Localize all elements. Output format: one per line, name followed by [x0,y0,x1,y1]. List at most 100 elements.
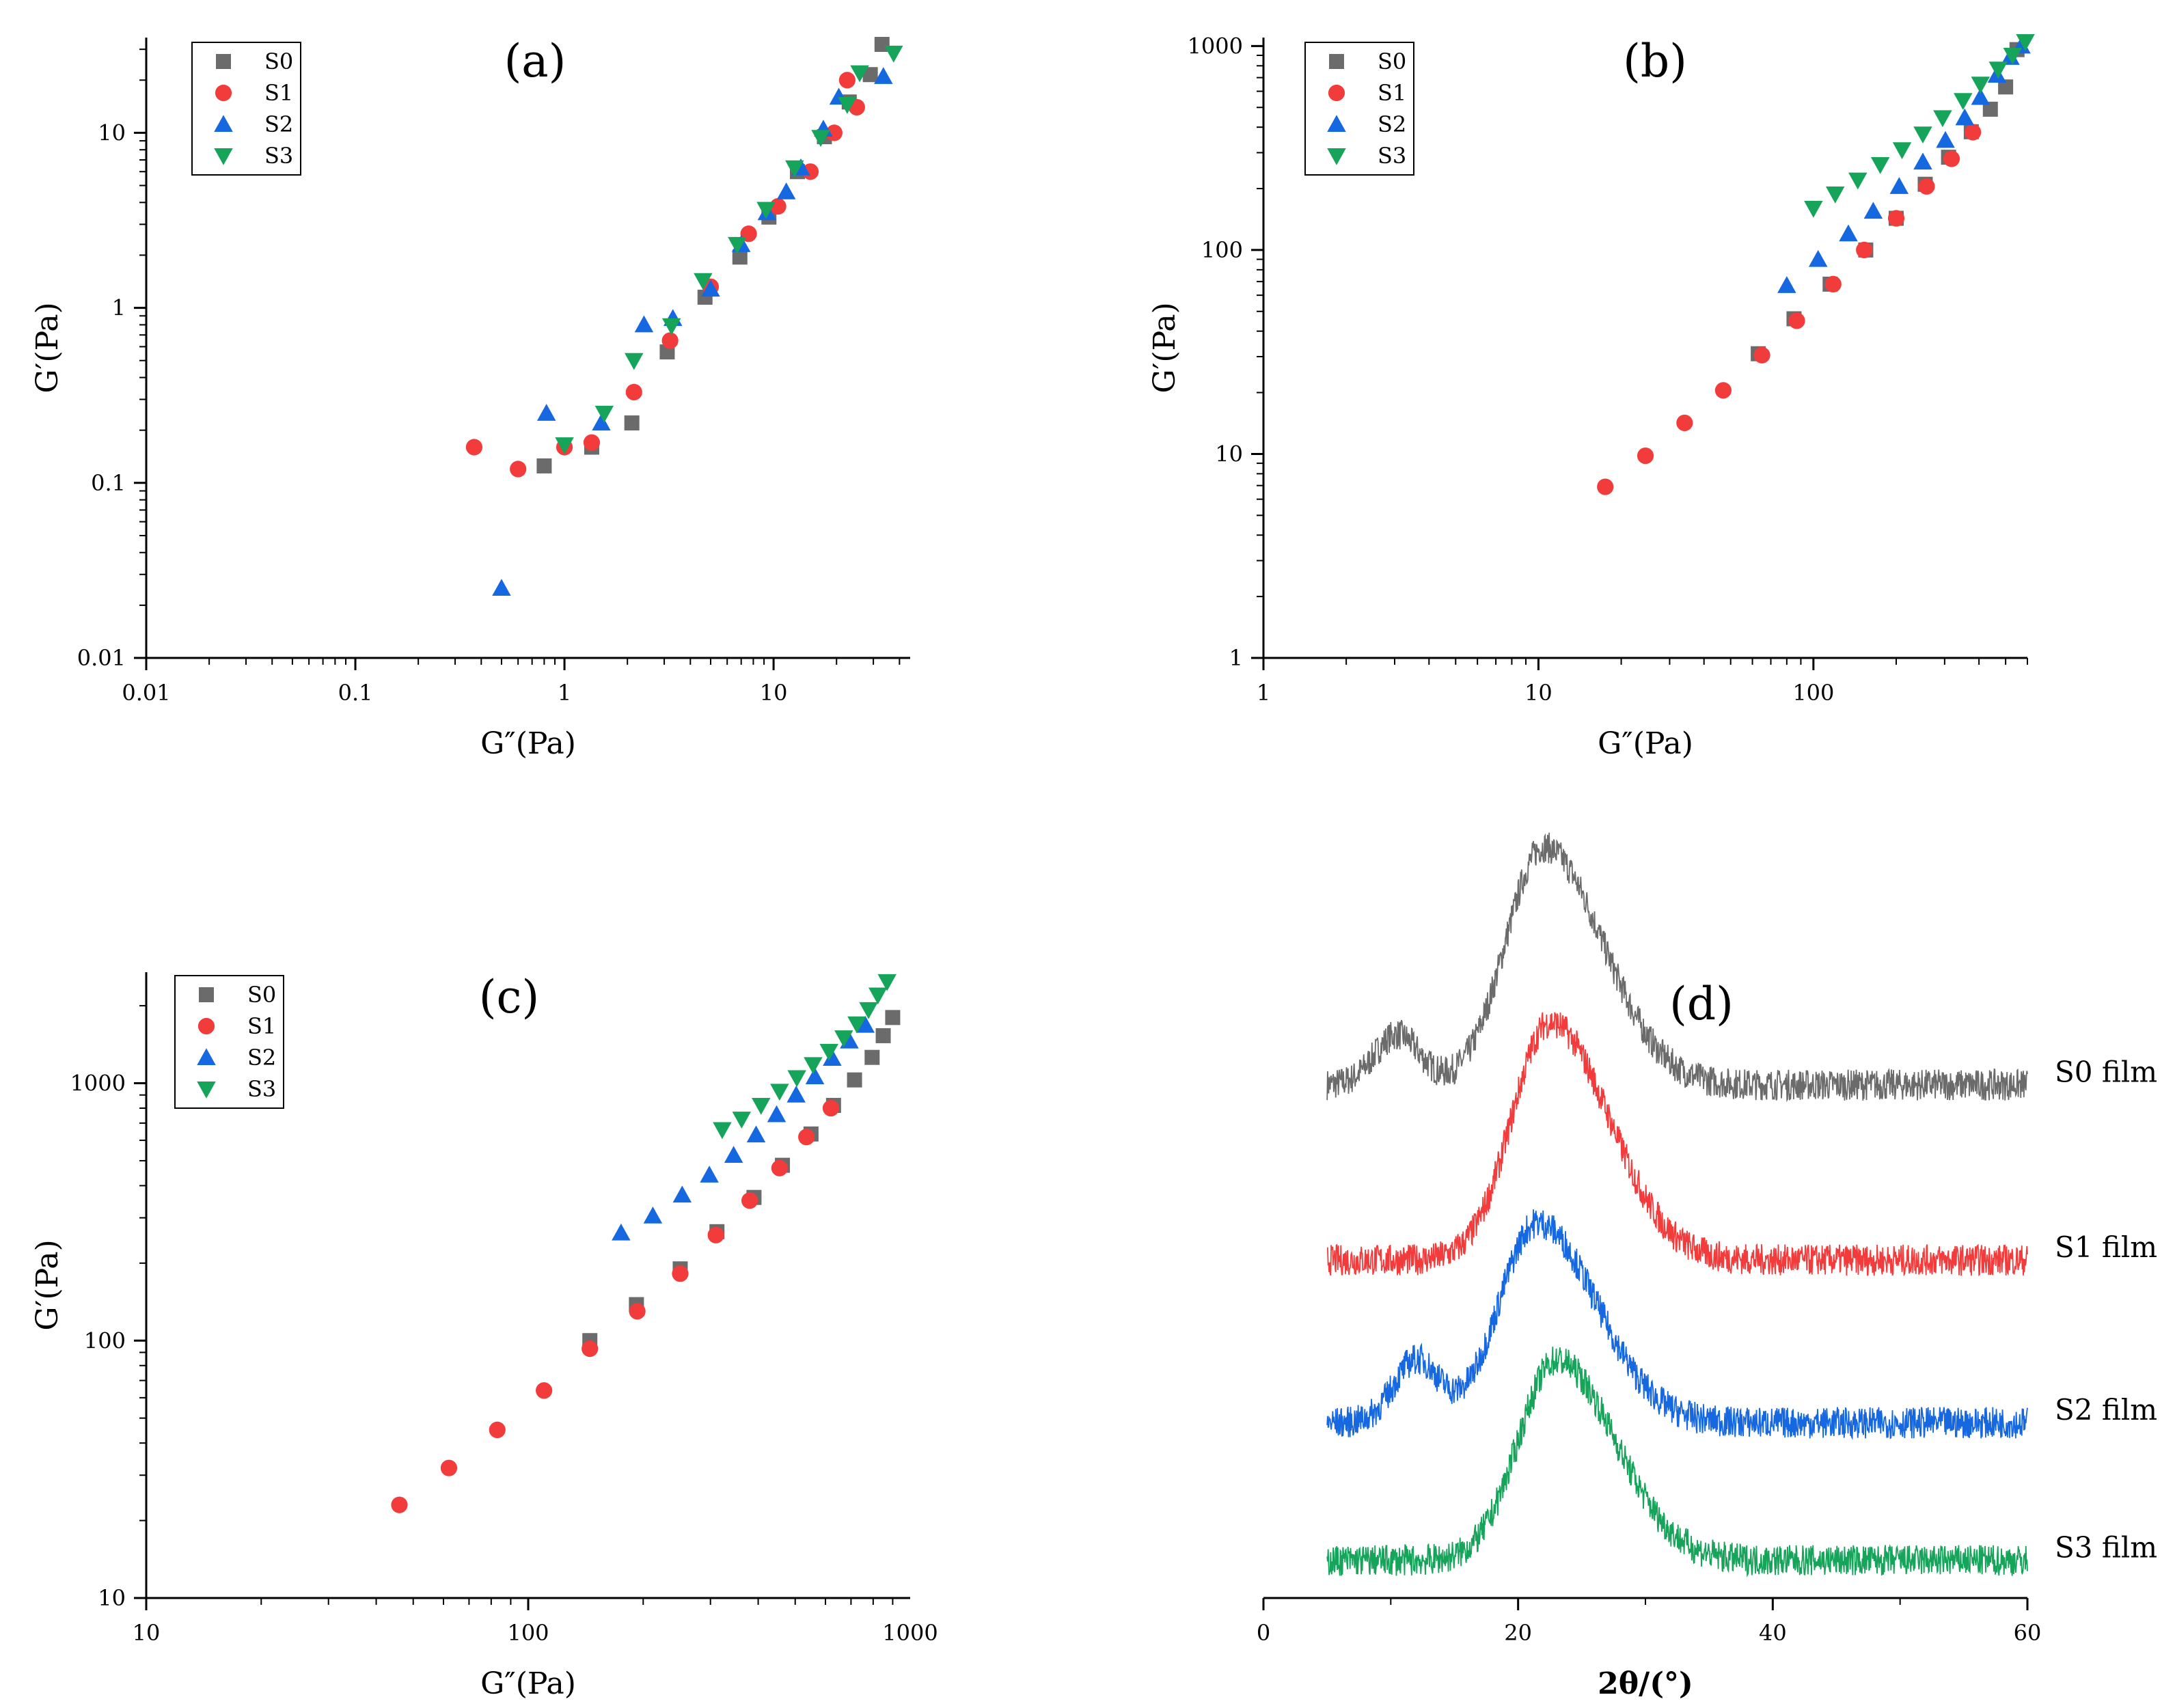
data-point [1676,414,1693,432]
data-point [875,1028,891,1043]
legend-label: S1 [1378,80,1406,106]
data-point [1988,61,2008,79]
panel-a-chart: 0.01 0.1 1 100.010.1110G″(Pa)G′(Pa)(a)S0S1S… [30,35,910,761]
legend-label: S0 [247,982,276,1008]
data-point [1982,101,1998,117]
panel-label: (a) [504,35,566,87]
legend: S0 S1 S2 S3 [1304,42,1414,176]
legend-label: S0 [1378,49,1406,74]
data-point [804,1057,823,1075]
data-point [625,383,642,401]
x-tick-label: 1000 [882,1620,938,1646]
panel-label: (d) [1669,978,1734,1030]
data-point [1954,93,1973,111]
x-tick-label: 0.01 [122,680,170,706]
data-point [732,249,748,265]
y-tick-label: 100 [84,1327,126,1353]
data-point [634,315,654,333]
data-point [798,1129,815,1146]
legend-marker [214,148,233,165]
data-point [1892,142,1912,159]
x-tick-label: 1 [1257,680,1270,706]
legend: S0 S1 S2 S3 [191,42,301,176]
data-point [510,460,527,478]
data-point [391,1496,408,1513]
data-point [672,1185,692,1203]
x-axis-label: G″(Pa) [480,1666,576,1701]
legend-marker [1327,115,1346,132]
legend: S0 S1 S2 S3 [174,975,284,1109]
data-point [864,1049,880,1065]
data-point [1887,210,1905,227]
legend-marker [216,54,231,69]
data-point [825,124,843,141]
data-point [536,404,556,421]
x-tick-label: 10 [1524,680,1552,706]
data-point [1918,178,1935,195]
x-tick-label: 60 [2014,1620,2042,1646]
legend-label: S0 [264,49,293,74]
data-point [612,1223,631,1241]
x-tick-label: 100 [1792,680,1834,706]
series-s1 [391,1099,840,1513]
x-tick-label: 20 [1504,1620,1532,1646]
y-tick-label: 10 [98,120,126,146]
series-s0 [582,1010,901,1349]
data-point [767,1105,786,1122]
x-tick-label: 1 [558,680,571,706]
series-label: S1 film [2055,1230,2157,1264]
legend-label: S2 [1378,111,1406,137]
data-point [1824,275,1842,293]
legend-label: S1 [264,80,293,106]
legend-marker [215,84,232,102]
data-point [786,1086,806,1103]
x-tick-label: 10 [133,1620,161,1646]
y-tick-label: 0.01 [77,645,126,671]
legend-marker [199,987,214,1002]
data-point [1913,126,1932,144]
data-point [1848,172,1868,190]
data-point [862,67,878,83]
data-point [1825,187,1845,204]
data-point [582,1340,599,1358]
data-point [802,163,819,180]
data-point [838,72,856,89]
series-label: S2 film [2055,1393,2157,1427]
data-point [728,236,747,254]
legend-marker [214,115,233,132]
data-point [2003,48,2023,65]
data-point [1933,110,1952,128]
data-point [625,353,644,370]
panel-d-chart: 0 20 40 60 2θ/(°) (d) S0 film S1 film S2 film S3 … [1257,832,2157,1701]
data-point [661,318,681,335]
data-point [555,437,574,454]
data-point [771,1159,788,1176]
data-point [884,45,903,63]
data-point [868,987,888,1005]
data-point [834,1030,853,1047]
data-point [805,1067,825,1084]
x-tick-label: 0.1 [338,680,373,706]
xrd-pattern-s3 [1326,1347,2028,1578]
legend-box [191,42,301,176]
data-point [838,97,857,114]
x-tick-label: 0 [1257,1620,1270,1646]
data-point [672,1265,689,1282]
data-point [1913,152,1932,170]
data-point [1808,249,1828,267]
data-point [594,405,614,423]
data-point [847,1072,862,1088]
data-point [787,1070,806,1088]
panel-b-chart: 1 10 100 1 10 100 1000 G″(Pa) G′(Pa) (b) S0 S1 S2 S3 [1147,33,2035,761]
data-point [1839,224,1858,242]
data-point [1863,202,1883,219]
data-point [700,1166,719,1183]
y-tick-label: 10 [1215,441,1243,467]
y-axis-label: G′(Pa) [30,1239,65,1330]
data-point [1637,447,1654,465]
data-point [1856,241,1873,259]
data-point [492,579,511,596]
data-point [1788,312,1805,329]
y-tick-label: 1000 [70,1071,126,1097]
